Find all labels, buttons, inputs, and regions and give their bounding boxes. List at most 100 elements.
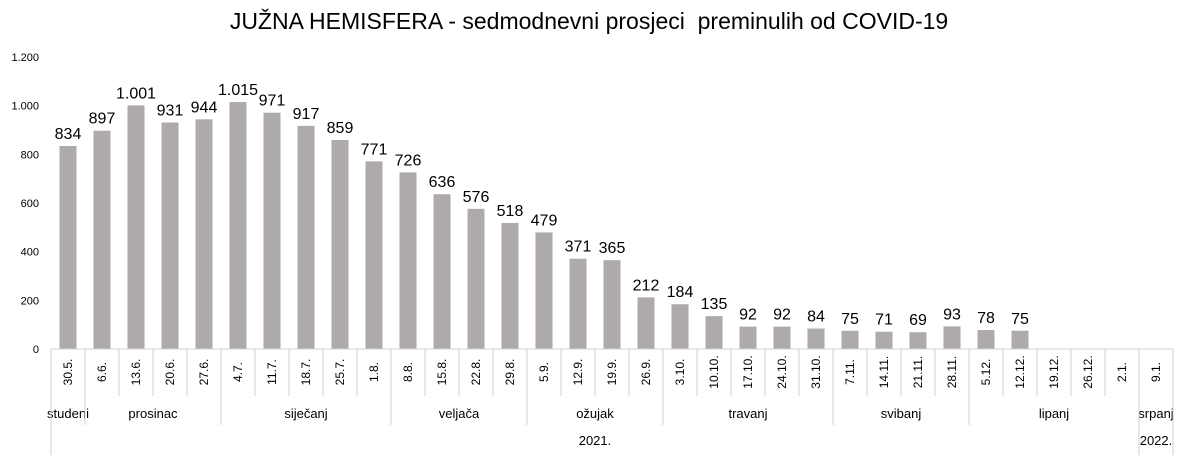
month-label: studeni <box>47 406 89 421</box>
data-label: 859 <box>327 120 354 137</box>
data-label: 897 <box>89 111 116 128</box>
month-label: prosinac <box>128 406 178 421</box>
data-label: 944 <box>191 99 218 116</box>
bar <box>637 297 655 349</box>
data-label: 726 <box>395 152 422 169</box>
x-tick-label: 10.10. <box>707 355 721 388</box>
data-label: 1.001 <box>116 85 156 102</box>
data-label: 71 <box>875 312 893 329</box>
x-tick-label: 7.11. <box>843 359 857 385</box>
x-tick-label: 13.6. <box>129 359 143 386</box>
bar <box>229 102 247 350</box>
x-tick-label: 24.10. <box>775 355 789 388</box>
x-tick-label: 3.10. <box>673 359 687 386</box>
data-label: 834 <box>55 126 82 143</box>
month-label: ožujak <box>576 406 614 421</box>
data-label: 93 <box>943 306 961 323</box>
bar <box>195 119 213 349</box>
x-tick-label: 28.11. <box>945 356 959 388</box>
bar <box>1011 330 1029 349</box>
bar <box>603 260 621 349</box>
bar <box>773 326 791 349</box>
x-tick-label: 29.8. <box>503 359 517 386</box>
y-tick-label: 200 <box>21 295 39 307</box>
y-tick-label: 400 <box>21 247 39 259</box>
x-tick-label: 30.5. <box>61 359 75 386</box>
x-tick-label: 21.11. <box>911 356 925 388</box>
bar <box>535 232 553 349</box>
x-tick-label: 5.9. <box>537 362 551 382</box>
data-label: 135 <box>701 296 728 313</box>
y-tick-label: 0 <box>33 344 39 356</box>
bar <box>399 172 417 349</box>
data-label: 75 <box>1011 311 1029 328</box>
data-label: 184 <box>667 284 694 301</box>
x-tick-label: 27.6. <box>197 359 211 386</box>
y-tick-label: 1.000 <box>11 101 39 113</box>
data-label: 771 <box>361 141 388 158</box>
x-tick-label: 11.7. <box>265 359 279 385</box>
x-tick-label: 9.1. <box>1149 362 1163 382</box>
data-label: 92 <box>773 307 791 324</box>
x-tick-label: 18.7. <box>299 359 313 386</box>
year-label: 2022. <box>1140 433 1173 448</box>
data-label: 92 <box>739 307 757 324</box>
data-label: 212 <box>633 277 660 294</box>
x-tick-label: 2.1. <box>1115 362 1129 382</box>
data-label: 576 <box>463 189 490 206</box>
month-label: srpanj <box>1138 406 1174 421</box>
x-tick-label: 6.6. <box>95 362 109 382</box>
data-label: 1.015 <box>218 82 258 99</box>
bar <box>161 122 179 349</box>
data-label: 917 <box>293 106 320 123</box>
x-tick-label: 15.8. <box>435 359 449 386</box>
bar <box>977 330 995 349</box>
data-label: 69 <box>909 312 927 329</box>
bar <box>365 161 383 349</box>
data-label: 84 <box>807 309 825 326</box>
bar <box>909 332 927 349</box>
x-tick-label: 26.9. <box>639 359 653 386</box>
data-label: 931 <box>157 102 184 119</box>
bar <box>59 146 77 349</box>
x-tick-label: 4.7. <box>231 362 245 382</box>
y-tick-label: 600 <box>21 198 39 210</box>
x-tick-label: 19.12. <box>1047 355 1061 388</box>
data-label: 78 <box>977 310 995 327</box>
bar <box>297 125 315 349</box>
bar <box>671 304 689 349</box>
bar <box>943 326 961 349</box>
x-tick-label: 31.10. <box>809 355 823 388</box>
data-label: 365 <box>599 240 626 257</box>
bar <box>875 331 893 349</box>
x-tick-label: 17.10. <box>741 355 755 388</box>
data-label: 371 <box>565 239 592 256</box>
x-tick-label: 20.6. <box>163 359 177 386</box>
data-label: 636 <box>429 174 456 191</box>
month-label: lipanj <box>1039 406 1069 421</box>
x-tick-label: 12.12. <box>1013 355 1027 388</box>
bar <box>433 194 451 349</box>
x-tick-label: 26.12. <box>1081 355 1095 388</box>
bar <box>93 130 111 349</box>
chart-title: JUŽNA HEMISFERA - sedmodnevni prosjeci p… <box>229 8 949 34</box>
x-tick-label: 14.11. <box>877 356 891 388</box>
bar <box>569 258 587 349</box>
y-tick-label: 800 <box>21 149 39 161</box>
data-label: 518 <box>497 203 524 220</box>
bar <box>841 330 859 349</box>
data-label: 971 <box>259 93 286 110</box>
x-tick-label: 12.9. <box>571 359 585 386</box>
month-label: travanj <box>728 406 767 421</box>
bar <box>467 208 485 349</box>
x-tick-label: 19.9. <box>605 359 619 386</box>
x-tick-label: 22.8. <box>469 359 483 386</box>
month-label: svibanj <box>881 406 922 421</box>
bar <box>127 105 145 349</box>
bar <box>705 316 723 349</box>
bar <box>263 112 281 350</box>
bar <box>739 326 757 349</box>
data-label: 479 <box>531 212 558 229</box>
data-label: 75 <box>841 311 859 328</box>
